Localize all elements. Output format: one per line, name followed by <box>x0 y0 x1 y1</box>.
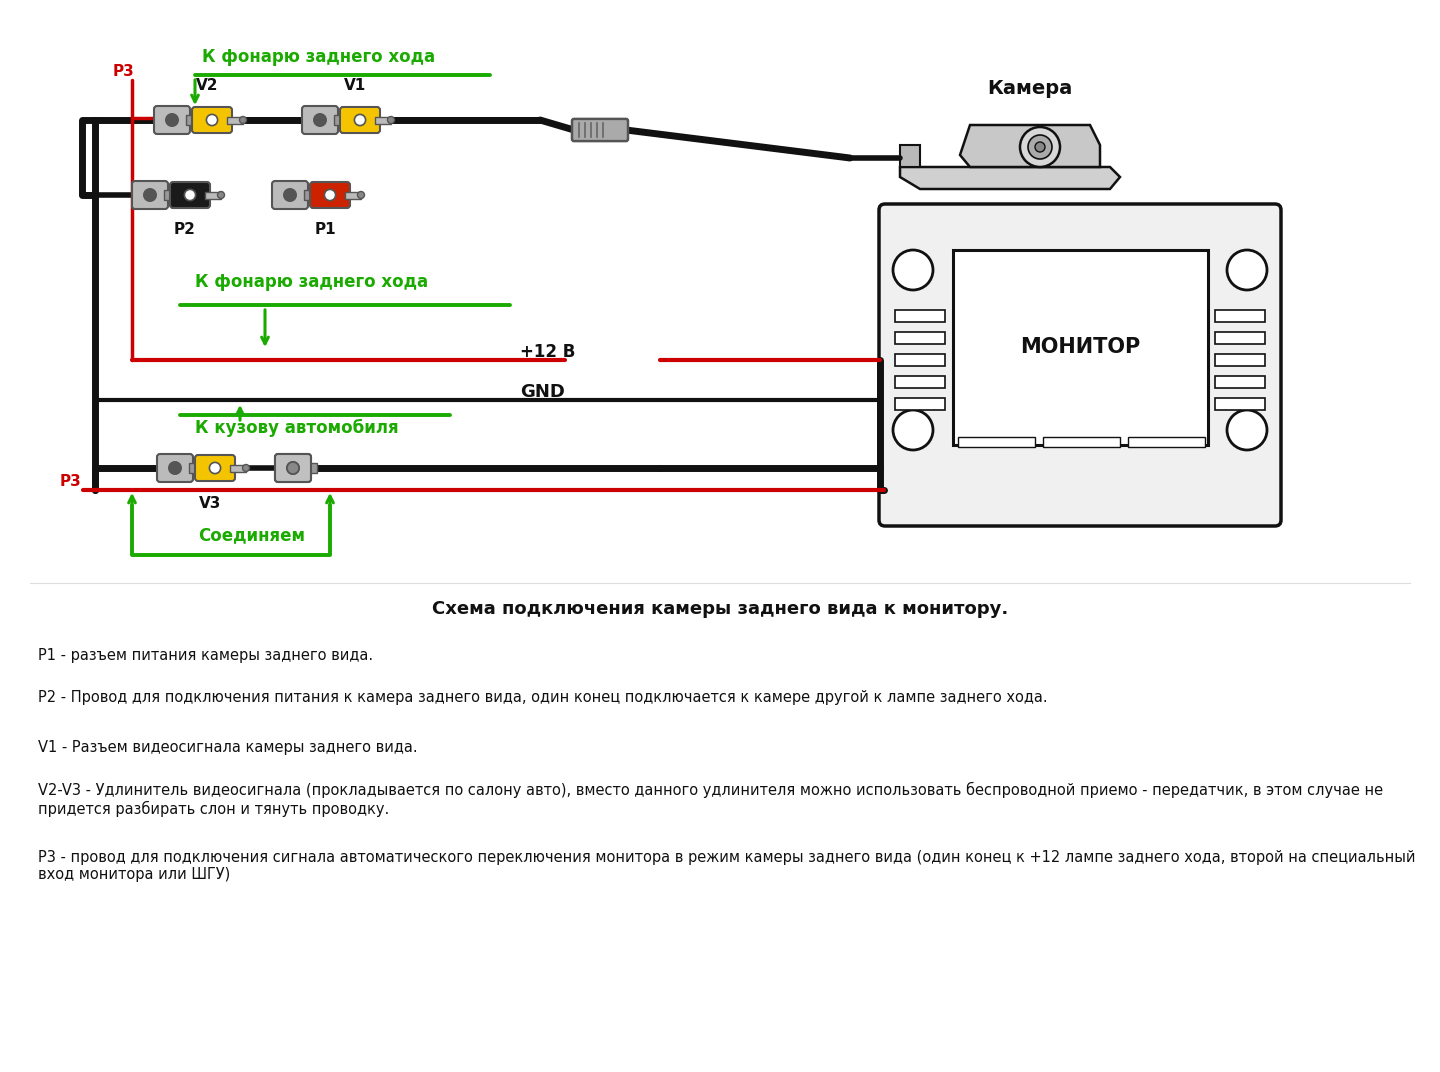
Text: Р3 - провод для подключения сигнала автоматического переключения монитора в режи: Р3 - провод для подключения сигнала авто… <box>37 850 1416 882</box>
Bar <box>204 192 220 198</box>
FancyBboxPatch shape <box>154 106 190 134</box>
Circle shape <box>893 250 933 291</box>
Circle shape <box>166 114 179 126</box>
Bar <box>958 436 1034 447</box>
Circle shape <box>387 117 395 123</box>
Bar <box>374 117 392 123</box>
Bar <box>189 463 199 473</box>
Text: V3: V3 <box>199 495 222 510</box>
Bar <box>896 332 945 344</box>
Circle shape <box>206 115 217 125</box>
FancyBboxPatch shape <box>170 182 210 208</box>
FancyBboxPatch shape <box>157 455 193 482</box>
Text: V2-V3 - Удлинитель видеосигнала (прокладывается по салону авто), вместо данного : V2-V3 - Удлинитель видеосигнала (проклад… <box>37 781 1384 817</box>
Bar <box>1215 332 1264 344</box>
Bar <box>952 250 1208 445</box>
FancyBboxPatch shape <box>340 107 380 133</box>
FancyBboxPatch shape <box>132 181 168 209</box>
Text: V2: V2 <box>196 77 219 92</box>
Circle shape <box>1227 250 1267 291</box>
Text: К кузову автомобиля: К кузову автомобиля <box>194 419 399 437</box>
Polygon shape <box>960 125 1100 167</box>
Text: P1 - разъем питания камеры заднего вида.: P1 - разъем питания камеры заднего вида. <box>37 647 373 662</box>
Bar <box>896 376 945 388</box>
FancyBboxPatch shape <box>194 455 235 481</box>
Circle shape <box>217 192 225 198</box>
Bar <box>1215 310 1264 322</box>
Circle shape <box>168 462 181 474</box>
Bar <box>346 192 361 198</box>
Circle shape <box>239 117 246 123</box>
Bar <box>1043 436 1119 447</box>
Text: К фонарю заднего хода: К фонарю заднего хода <box>194 273 428 291</box>
Circle shape <box>284 189 297 202</box>
Text: P2: P2 <box>174 223 196 238</box>
Bar <box>900 145 920 167</box>
Text: К фонарю заднего хода: К фонарю заднего хода <box>202 48 435 66</box>
Circle shape <box>314 114 327 126</box>
Bar <box>896 354 945 366</box>
Text: P2 - Провод для подключения питания к камера заднего вида, один конец подключает: P2 - Провод для подключения питания к ка… <box>37 690 1048 705</box>
Bar <box>164 190 174 200</box>
Text: V1: V1 <box>344 77 366 92</box>
Circle shape <box>354 115 366 125</box>
FancyBboxPatch shape <box>275 455 311 482</box>
Circle shape <box>1227 410 1267 450</box>
Circle shape <box>209 462 220 474</box>
Bar <box>1215 376 1264 388</box>
Circle shape <box>357 192 364 198</box>
Circle shape <box>1035 142 1045 152</box>
Bar <box>896 310 945 322</box>
Circle shape <box>893 410 933 450</box>
Text: +12 В: +12 В <box>520 343 576 361</box>
Circle shape <box>324 190 336 200</box>
Text: Схема подключения камеры заднего вида к монитору.: Схема подключения камеры заднего вида к … <box>432 600 1008 617</box>
FancyBboxPatch shape <box>192 107 232 133</box>
Text: МОНИТОР: МОНИТОР <box>1020 337 1140 357</box>
Bar <box>1128 436 1204 447</box>
Bar <box>896 398 945 410</box>
Bar <box>230 464 246 472</box>
Polygon shape <box>900 167 1120 189</box>
Bar <box>1215 354 1264 366</box>
Circle shape <box>144 189 156 202</box>
Text: GND: GND <box>520 383 564 401</box>
Text: P1: P1 <box>314 223 336 238</box>
Circle shape <box>242 464 249 472</box>
FancyBboxPatch shape <box>572 119 628 142</box>
Text: P3: P3 <box>60 475 82 490</box>
Circle shape <box>184 190 196 200</box>
FancyBboxPatch shape <box>302 106 338 134</box>
FancyBboxPatch shape <box>275 455 311 482</box>
Text: Камера: Камера <box>988 78 1073 98</box>
Circle shape <box>287 462 300 474</box>
FancyBboxPatch shape <box>310 182 350 208</box>
Bar <box>304 190 314 200</box>
Text: Соединяем: Соединяем <box>199 526 305 544</box>
Bar <box>1215 398 1264 410</box>
FancyBboxPatch shape <box>878 204 1282 526</box>
Bar <box>186 115 196 125</box>
Circle shape <box>287 462 300 474</box>
Text: P3: P3 <box>112 64 135 79</box>
Bar <box>334 115 344 125</box>
Circle shape <box>1020 126 1060 167</box>
FancyBboxPatch shape <box>272 181 308 209</box>
Circle shape <box>1028 135 1053 159</box>
Text: V1 - Разъем видеосигнала камеры заднего вида.: V1 - Разъем видеосигнала камеры заднего … <box>37 740 418 755</box>
Bar <box>228 117 243 123</box>
Bar <box>307 463 317 473</box>
